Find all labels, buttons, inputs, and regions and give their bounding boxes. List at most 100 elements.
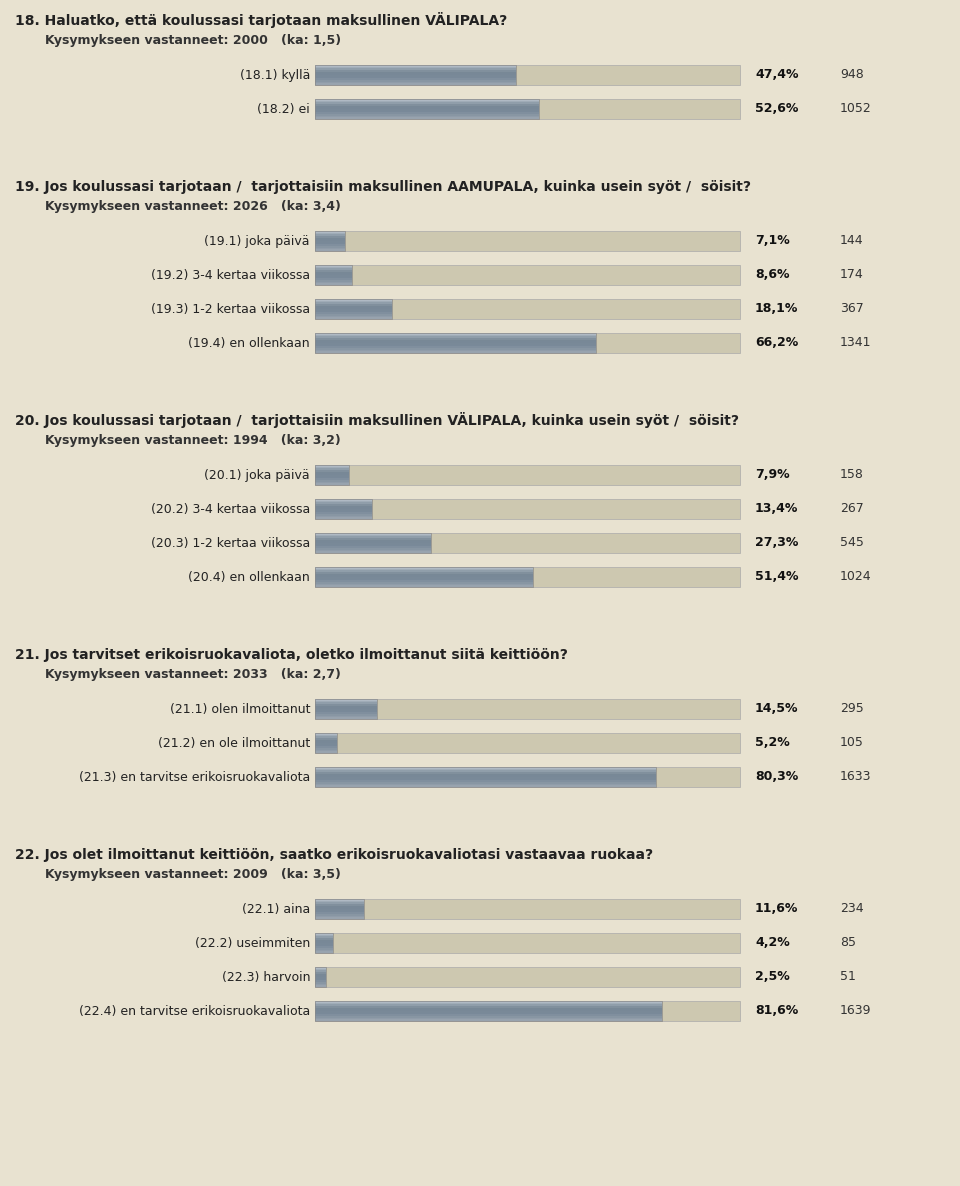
Bar (315, 264, 740, 285)
Bar (315, 533, 431, 535)
Bar (315, 769, 657, 771)
Bar (315, 342, 596, 343)
Bar (315, 1014, 661, 1016)
Bar (315, 570, 534, 572)
Text: 267: 267 (840, 503, 864, 516)
Bar (315, 714, 376, 715)
Text: (20.2) 3-4 kertaa viikossa: (20.2) 3-4 kertaa viikossa (151, 503, 310, 516)
Bar (315, 70, 516, 71)
Bar (315, 702, 376, 704)
Bar (315, 1001, 740, 1021)
Text: (20.1) joka päivä: (20.1) joka päivä (204, 468, 310, 482)
Bar (315, 343, 596, 345)
Bar (315, 535, 431, 536)
Bar (315, 713, 376, 714)
Text: 144: 144 (840, 235, 864, 248)
Bar (315, 1005, 661, 1006)
Text: Kysymykseen vastanneet: 2000   (ka: 1,5): Kysymykseen vastanneet: 2000 (ka: 1,5) (45, 34, 341, 47)
Text: 367: 367 (840, 302, 864, 315)
Bar (315, 280, 351, 281)
Bar (315, 116, 539, 117)
Bar (315, 912, 364, 914)
Bar (315, 516, 372, 517)
Bar (315, 767, 657, 769)
Bar (315, 777, 657, 779)
Bar (315, 509, 372, 511)
Bar (315, 236, 346, 237)
Text: 234: 234 (840, 903, 864, 916)
Bar (315, 106, 539, 108)
Bar (315, 267, 351, 268)
Bar (315, 1019, 661, 1021)
Bar (315, 108, 539, 109)
Bar (315, 899, 364, 900)
Bar (315, 314, 392, 315)
Bar (315, 98, 539, 101)
Bar (315, 748, 337, 750)
Bar (315, 350, 596, 351)
Bar (315, 951, 333, 954)
Bar (315, 967, 325, 969)
Text: 51: 51 (840, 970, 856, 983)
Bar (315, 579, 534, 580)
Text: 80,3%: 80,3% (755, 771, 799, 784)
Bar (315, 970, 325, 973)
Bar (315, 117, 539, 119)
Bar (315, 499, 372, 500)
Text: 51,4%: 51,4% (755, 570, 799, 584)
Bar (315, 473, 348, 476)
Bar (315, 1018, 661, 1019)
Bar (315, 899, 364, 919)
Bar (315, 935, 333, 936)
Bar (315, 334, 596, 337)
Bar (315, 916, 364, 917)
Bar (315, 514, 372, 516)
Bar (315, 706, 376, 707)
Bar (315, 65, 516, 66)
Bar (315, 541, 431, 543)
Bar (315, 908, 364, 911)
Bar (315, 943, 333, 945)
Bar (315, 476, 348, 477)
Bar (315, 351, 596, 353)
Bar (315, 543, 431, 544)
Bar (315, 773, 657, 776)
Bar (315, 551, 431, 553)
Bar (315, 311, 392, 312)
Bar (315, 933, 333, 954)
Bar (315, 986, 325, 987)
Bar (315, 504, 372, 505)
Bar (315, 745, 337, 746)
Text: 295: 295 (840, 702, 864, 715)
Bar (315, 975, 325, 977)
Bar (315, 584, 534, 586)
Bar (315, 701, 376, 702)
Bar (315, 906, 364, 907)
Text: 20. Jos koulussasi tarjotaan /  tarjottaisiin maksullinen VÄLIPALA, kuinka usein: 20. Jos koulussasi tarjotaan / tarjottai… (15, 412, 739, 428)
Bar (315, 75, 516, 77)
Bar (315, 733, 337, 734)
Bar (315, 568, 534, 570)
Bar (315, 900, 364, 903)
Bar (315, 299, 392, 301)
Bar (315, 933, 740, 954)
Bar (315, 82, 516, 83)
Bar (315, 938, 333, 939)
Bar (315, 950, 333, 951)
Text: 66,2%: 66,2% (755, 337, 799, 350)
Bar (315, 248, 346, 249)
Bar (315, 512, 372, 514)
Text: (21.1) olen ilmoittanut: (21.1) olen ilmoittanut (170, 702, 310, 715)
Bar (315, 304, 392, 306)
Bar (315, 939, 333, 942)
Bar (315, 967, 740, 987)
Bar (315, 911, 364, 912)
Bar (315, 235, 346, 236)
Bar (315, 83, 516, 85)
Bar (315, 740, 337, 741)
Bar (315, 907, 364, 908)
Bar (315, 942, 333, 943)
Bar (315, 742, 337, 745)
Bar (315, 767, 657, 788)
Text: 105: 105 (840, 737, 864, 750)
